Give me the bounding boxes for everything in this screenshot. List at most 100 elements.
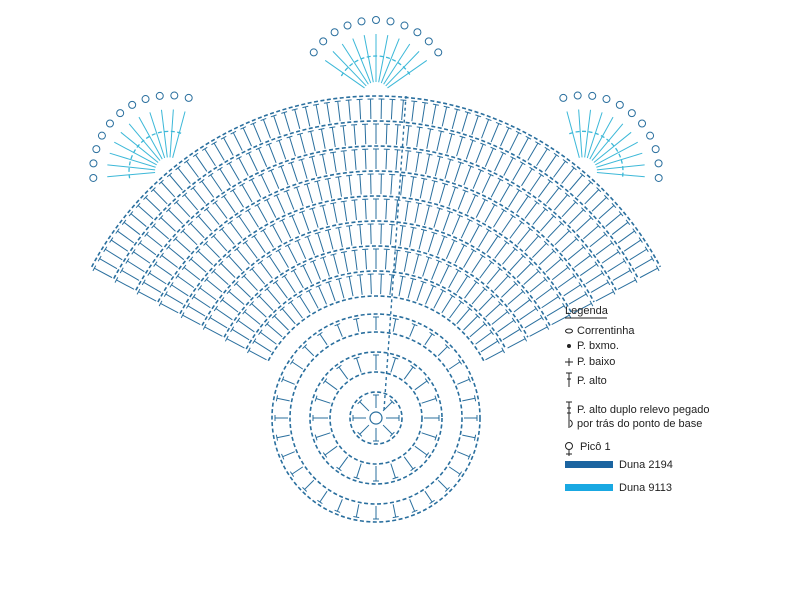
stitch — [444, 158, 454, 179]
scallop-stitch — [352, 38, 372, 84]
stitch — [545, 256, 564, 273]
picot — [559, 93, 568, 102]
stitch — [340, 251, 349, 272]
stitch — [532, 206, 549, 225]
picot — [170, 91, 179, 100]
chain-row — [267, 295, 485, 362]
stitch — [567, 244, 586, 261]
stitch — [356, 98, 363, 120]
stitch — [583, 223, 601, 240]
stitch — [288, 161, 299, 182]
stitch — [409, 323, 418, 337]
stitch — [547, 220, 565, 239]
stitch — [448, 466, 463, 477]
stitch — [265, 142, 277, 164]
stitch — [494, 151, 507, 172]
stitch — [269, 223, 283, 243]
stitch — [159, 252, 178, 268]
scallop-stitch — [596, 152, 643, 168]
picot — [434, 48, 443, 57]
stitch — [119, 267, 140, 281]
stitch — [576, 215, 594, 232]
stitch — [524, 200, 540, 219]
stitch — [356, 274, 363, 295]
stitch — [180, 228, 198, 246]
stitch — [271, 313, 289, 331]
stitch — [478, 293, 496, 311]
stitch — [367, 223, 374, 245]
stitch — [211, 141, 225, 161]
stitch — [373, 466, 379, 482]
stitch — [323, 101, 331, 123]
stitch — [446, 132, 455, 154]
stitch — [541, 293, 561, 309]
stitch — [568, 291, 589, 305]
legend: Legenda Correntinha P. bxmo. P. baixo P.… — [565, 305, 710, 494]
stitch — [516, 194, 531, 213]
stitch — [362, 248, 369, 270]
stitch — [373, 428, 379, 442]
stitch — [517, 226, 533, 245]
stitch — [383, 198, 390, 220]
picot-icon — [565, 442, 573, 450]
picot-icon — [566, 450, 572, 456]
stitch — [281, 451, 295, 460]
stitch — [258, 172, 271, 194]
stitch — [378, 223, 385, 245]
stitch — [242, 240, 258, 259]
scallop-stitch — [107, 164, 156, 171]
stitch — [629, 246, 649, 261]
stitch — [308, 155, 318, 177]
stitch — [499, 182, 513, 203]
stitch — [197, 285, 217, 301]
stitch — [389, 274, 396, 295]
stitch — [190, 185, 206, 204]
stitch — [507, 335, 528, 349]
stitch — [418, 228, 427, 250]
stitch — [512, 161, 526, 181]
stitch — [538, 248, 557, 266]
stitch — [454, 243, 468, 264]
stitch — [373, 316, 379, 330]
scallop-stitch — [341, 43, 369, 85]
stitch — [353, 356, 362, 373]
chain-row — [113, 120, 639, 279]
stitch — [144, 231, 163, 248]
picot — [615, 100, 624, 109]
stitch — [429, 179, 438, 201]
stitch — [334, 499, 343, 513]
stitch — [438, 182, 449, 204]
stitch — [219, 297, 239, 313]
legend-label: P. alto — [577, 375, 607, 387]
stitch — [422, 256, 432, 277]
stitch — [230, 326, 250, 341]
stitch — [315, 284, 327, 305]
stitch — [233, 280, 251, 298]
stitch — [424, 331, 435, 346]
stitch — [414, 378, 430, 391]
picot — [588, 91, 597, 100]
stitch — [242, 309, 261, 325]
stitch — [275, 395, 290, 402]
stitch — [325, 228, 334, 250]
stitch — [351, 124, 358, 145]
picot — [116, 109, 125, 118]
stitch — [403, 251, 412, 272]
stitch — [210, 233, 228, 252]
picot — [155, 91, 164, 100]
stitch — [502, 326, 522, 341]
stitch — [313, 103, 321, 125]
stitch — [247, 347, 267, 361]
stitch — [573, 300, 594, 314]
stitch — [260, 118, 271, 139]
stitch — [312, 415, 328, 421]
stitch — [279, 218, 292, 239]
stitch — [131, 249, 151, 264]
stitch — [266, 253, 281, 273]
stitch — [426, 128, 434, 149]
stitch — [529, 172, 545, 192]
stitch — [416, 126, 423, 148]
stitch — [274, 415, 288, 421]
stitch — [241, 273, 258, 291]
